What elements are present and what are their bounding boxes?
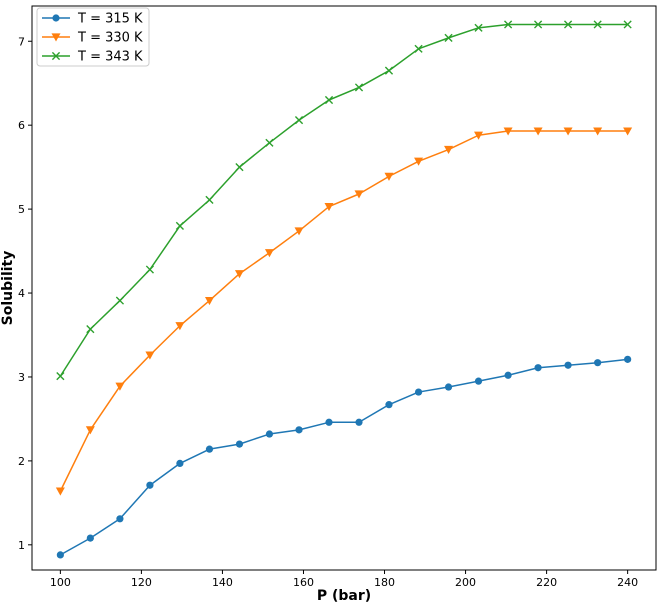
data-point — [85, 426, 95, 435]
data-point — [504, 20, 513, 29]
x-tick-label: 220 — [536, 576, 557, 589]
data-point — [145, 265, 155, 274]
x-tick-label: 120 — [131, 576, 152, 589]
data-point — [324, 202, 334, 212]
data-point — [474, 23, 483, 32]
data-point — [624, 355, 632, 363]
series-group — [56, 355, 632, 559]
series-layer — [55, 20, 633, 559]
data-point — [503, 127, 513, 136]
data-point — [504, 371, 512, 379]
data-point — [563, 127, 573, 136]
plot-frame — [31, 5, 657, 571]
data-point — [533, 20, 543, 29]
legend-box — [36, 7, 150, 67]
x-tick-label: 240 — [617, 576, 638, 589]
data-point — [265, 138, 274, 147]
data-point — [474, 377, 483, 385]
data-point — [594, 359, 602, 367]
data-point — [56, 372, 65, 381]
y-tick-label: 6 — [18, 119, 25, 132]
data-point — [414, 157, 424, 166]
y-tick-label: 2 — [18, 455, 25, 468]
y-axis-ticks: 1 2 3 4 5 6 7 — [18, 35, 32, 552]
x-tick-label: 200 — [455, 576, 476, 589]
x-tick-label: 160 — [293, 576, 314, 589]
data-point — [444, 145, 454, 155]
legend-label: T = 330 K — [77, 31, 143, 46]
data-point — [294, 116, 304, 125]
data-point — [385, 401, 393, 409]
data-point — [354, 190, 364, 199]
data-point — [86, 534, 94, 542]
data-point — [623, 20, 632, 29]
legend-item: T = 330 K — [42, 31, 143, 46]
data-point — [444, 383, 453, 391]
data-point — [264, 249, 274, 258]
series-line — [59, 358, 628, 556]
legend-item: T = 343 K — [42, 50, 143, 65]
data-point — [563, 20, 573, 29]
data-point — [51, 51, 61, 61]
x-axis-ticks: 100 120 140 160 180 200 220 240 — [50, 570, 638, 589]
y-tick-label: 7 — [18, 35, 25, 48]
legend-label: T = 343 K — [77, 50, 143, 65]
data-point — [355, 418, 363, 426]
x-axis-label: P (bar) — [317, 588, 371, 604]
data-point — [145, 351, 155, 360]
data-point — [444, 33, 453, 42]
data-point — [204, 296, 214, 306]
data-point — [175, 221, 184, 230]
data-point — [175, 322, 185, 331]
legend-item: T = 315 K — [42, 12, 143, 27]
data-point — [56, 551, 64, 559]
data-point — [474, 131, 484, 140]
data-point — [354, 83, 364, 92]
y-tick-label: 3 — [18, 371, 25, 384]
data-point — [205, 195, 214, 204]
data-point — [325, 418, 333, 426]
data-point — [235, 440, 244, 448]
legend-label: T = 315 K — [77, 12, 143, 27]
series-group — [55, 127, 633, 496]
data-point — [533, 127, 543, 136]
data-point — [115, 296, 125, 305]
data-point — [623, 127, 633, 136]
x-tick-label: 100 — [50, 576, 71, 589]
data-point — [205, 445, 214, 453]
x-tick-label: 140 — [212, 576, 233, 589]
data-point — [265, 430, 274, 438]
data-point — [115, 382, 125, 391]
data-point — [86, 325, 95, 334]
data-point — [414, 44, 423, 53]
data-point — [294, 227, 304, 236]
data-point — [324, 95, 334, 105]
data-point — [235, 163, 244, 172]
series-line — [59, 23, 628, 377]
legend: T = 315 K T = 330 K T = 343 K — [36, 7, 150, 67]
data-point — [564, 361, 572, 369]
data-point — [55, 487, 65, 496]
y-tick-label: 4 — [18, 287, 25, 300]
data-point — [534, 364, 542, 372]
data-point — [384, 172, 394, 181]
data-point — [52, 14, 60, 22]
data-point — [51, 33, 61, 42]
y-axis-label: Solubility — [0, 251, 16, 326]
y-tick-label: 5 — [18, 203, 25, 216]
data-point — [384, 66, 394, 75]
x-tick-label: 180 — [374, 576, 395, 589]
data-point — [593, 20, 602, 29]
series-group — [56, 20, 632, 381]
data-point — [234, 270, 244, 279]
data-point — [176, 459, 184, 468]
y-tick-label: 1 — [18, 539, 25, 552]
data-point — [593, 127, 603, 136]
data-point — [116, 515, 124, 523]
data-point — [146, 481, 154, 489]
data-point — [295, 426, 303, 434]
series-line — [59, 130, 628, 492]
data-point — [414, 388, 423, 396]
